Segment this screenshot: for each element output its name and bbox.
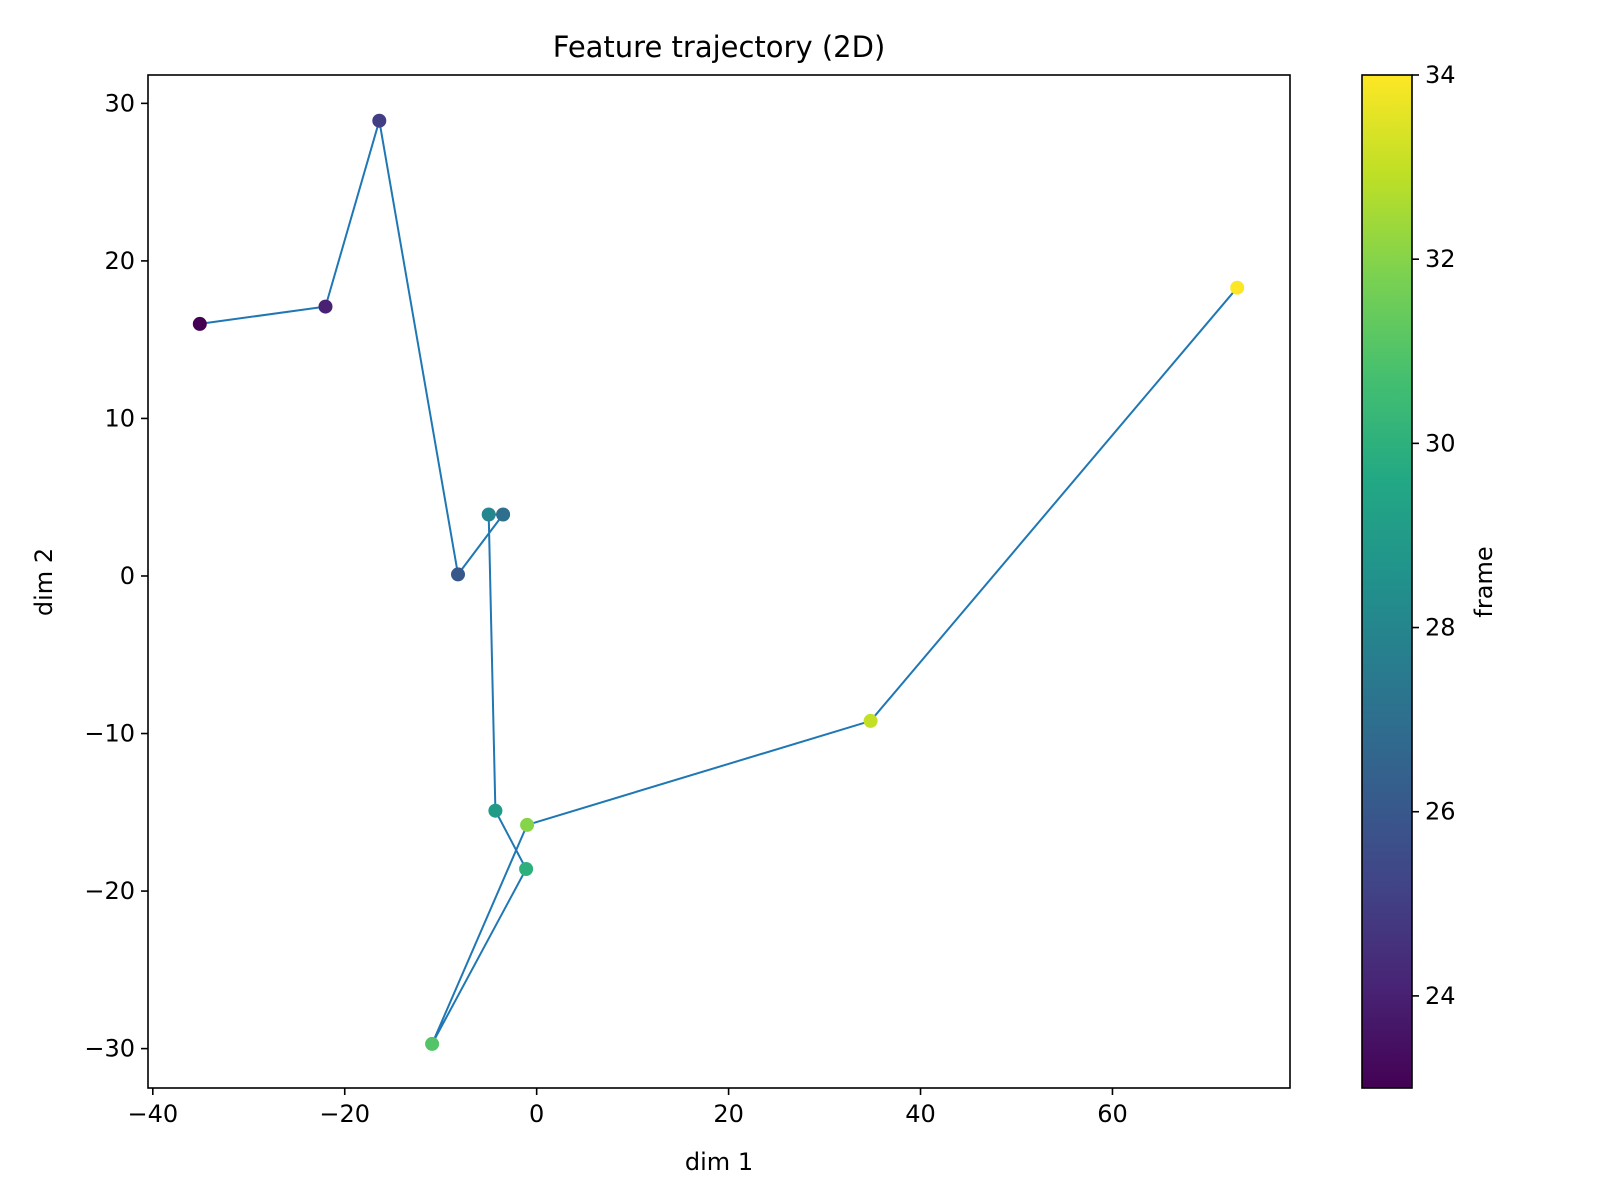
colorbar-tick-label: 34 <box>1425 61 1456 89</box>
trajectory-line <box>199 120 1238 1045</box>
axes-frame <box>147 74 1291 1089</box>
y-tick-label: 0 <box>120 562 135 590</box>
data-point <box>372 113 387 128</box>
data-point <box>863 713 878 728</box>
x-tick-label: −40 <box>127 1100 178 1128</box>
data-point <box>318 299 333 314</box>
data-point <box>519 862 534 876</box>
x-axis-label: dim 1 <box>685 1148 753 1176</box>
y-tick-label: −20 <box>84 877 135 905</box>
data-point <box>192 316 207 331</box>
y-tick-label: 30 <box>104 89 135 117</box>
plot-area: −40 −20 0 20 40 60 −30 −20 −10 0 10 20 30 <box>84 74 1291 1128</box>
colorbar-label: frame <box>1470 546 1498 617</box>
x-tick-label: −20 <box>319 1100 370 1128</box>
plot-background <box>148 75 1290 1088</box>
colorbar-gradient <box>1362 75 1412 1088</box>
colorbar-tick-label: 32 <box>1425 245 1456 273</box>
x-tick-label: 40 <box>905 1100 936 1128</box>
x-tick-label: 0 <box>529 1100 544 1128</box>
y-tick-label: 20 <box>104 247 135 275</box>
data-point <box>1230 280 1245 295</box>
y-tick-label: 10 <box>104 404 135 432</box>
y-axis-label: dim 2 <box>30 548 58 616</box>
colorbar-tick-label: 24 <box>1425 982 1456 1010</box>
x-tick-label: 20 <box>713 1100 744 1128</box>
y-tick-label: −30 <box>84 1035 135 1063</box>
colorbar-tick-label: 28 <box>1425 614 1456 642</box>
colorbar-frame <box>1361 74 1413 1089</box>
chart-title: Feature trajectory (2D) <box>553 30 886 64</box>
x-tick-label: 60 <box>1097 1100 1128 1128</box>
data-point <box>488 803 503 818</box>
colorbar-tick-label: 26 <box>1425 798 1456 826</box>
colorbar: 24 26 28 30 32 34 <box>1361 61 1456 1089</box>
data-point <box>496 507 511 522</box>
data-point <box>520 817 535 832</box>
data-point <box>451 567 465 582</box>
data-point <box>481 507 496 522</box>
colorbar-tick-label: 30 <box>1425 429 1456 457</box>
y-tick-label: −10 <box>84 720 135 748</box>
data-point <box>425 1036 440 1051</box>
